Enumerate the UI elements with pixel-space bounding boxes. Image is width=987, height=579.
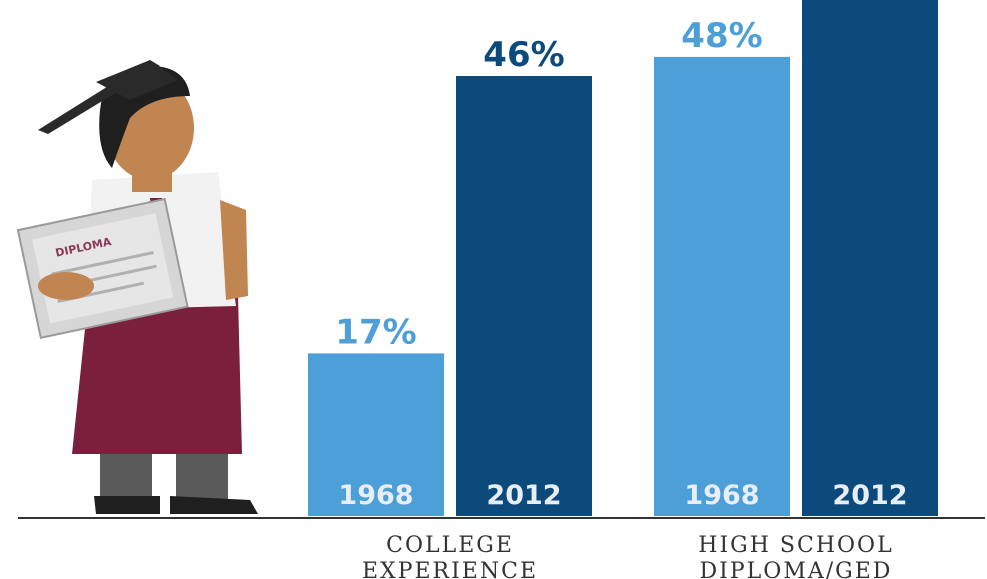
labels-layer: 17% 1968 46% 2012 48% 1968 2012: [335, 16, 907, 511]
bar-1968-college: [308, 353, 444, 516]
bar-2012-college: [456, 76, 592, 516]
value-label: 46%: [483, 35, 564, 75]
bar-2012-high-school: [802, 0, 938, 516]
category-label: EXPERIENCE: [362, 559, 538, 579]
series-label: 1968: [684, 480, 759, 511]
series-label: 2012: [832, 480, 907, 511]
value-label: 17%: [335, 312, 416, 352]
series-label: 2012: [486, 480, 561, 511]
category-label: HIGH SCHOOL: [698, 533, 893, 558]
category-label: COLLEGE: [386, 533, 514, 558]
graduate-with-diploma-icon: DIPLOMA: [16, 60, 258, 514]
bar-1968-high-school: [654, 56, 790, 516]
category-label: DIPLOMA/GED: [700, 559, 893, 579]
value-label: 48%: [681, 16, 762, 56]
series-label: 1968: [338, 480, 413, 511]
bars-layer: [308, 0, 938, 516]
